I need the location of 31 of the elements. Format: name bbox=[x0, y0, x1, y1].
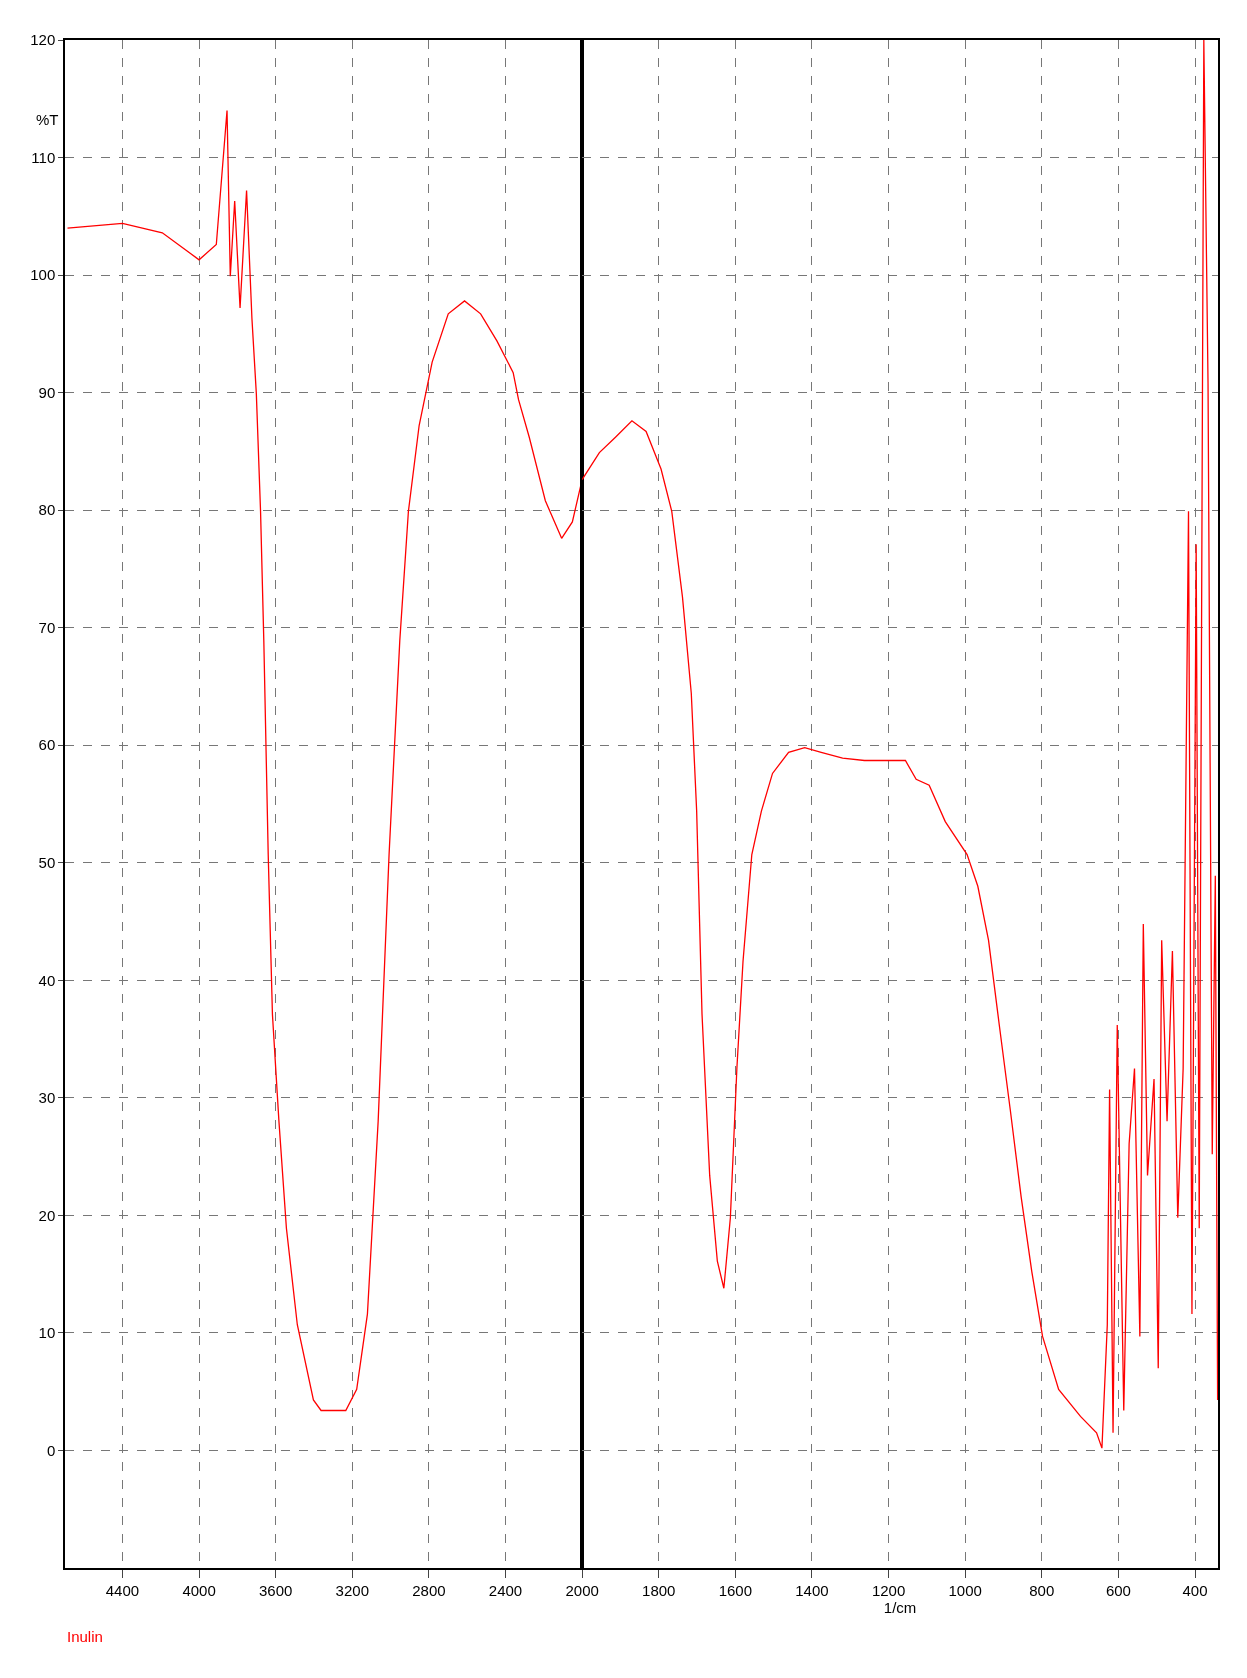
x-tick-label: 4400 bbox=[105, 1581, 140, 1599]
y-tick-label: 70 bbox=[38, 618, 56, 636]
x-tick-label: 2000 bbox=[565, 1581, 599, 1599]
text: Inulin bbox=[67, 1628, 103, 1645]
y-tick-label: 50 bbox=[38, 854, 56, 872]
x-tick-label: 3600 bbox=[258, 1581, 293, 1599]
y-tick-label: 80 bbox=[38, 501, 56, 519]
y-tick-label: 100 bbox=[30, 266, 56, 284]
y-axis-title: %T bbox=[36, 111, 59, 128]
x-axis-title: 1/cm bbox=[883, 1598, 917, 1616]
y-tick-label: 90 bbox=[38, 383, 56, 401]
y-tick-label: 30 bbox=[38, 1089, 56, 1107]
x-tick-label: 600 bbox=[1105, 1581, 1131, 1599]
x-tick-label: 3200 bbox=[335, 1581, 369, 1599]
y-tick-label: 10 bbox=[38, 1324, 56, 1342]
x-tick-label: 1000 bbox=[948, 1581, 982, 1599]
x-tick-label: 800 bbox=[1029, 1581, 1055, 1599]
y-tick-label: 20 bbox=[38, 1206, 56, 1224]
y-tick-label: 40 bbox=[38, 971, 56, 989]
x-tick-label: 400 bbox=[1182, 1581, 1208, 1599]
y-tick-label: 110 bbox=[31, 148, 56, 166]
x-tick-label: 1200 bbox=[871, 1581, 906, 1599]
y-tick-label: 60 bbox=[38, 736, 56, 754]
y-tick-label: 120 bbox=[30, 31, 56, 49]
y-tick-label: 0 bbox=[46, 1441, 56, 1459]
x-tick-label: 1600 bbox=[718, 1581, 753, 1599]
x-tick-label: 2800 bbox=[412, 1581, 446, 1599]
x-tick-label: 1400 bbox=[795, 1581, 829, 1599]
x-tick-label: 4000 bbox=[182, 1581, 216, 1599]
x-tick-label: 1800 bbox=[642, 1581, 676, 1599]
x-tick-label: 2400 bbox=[488, 1581, 523, 1599]
